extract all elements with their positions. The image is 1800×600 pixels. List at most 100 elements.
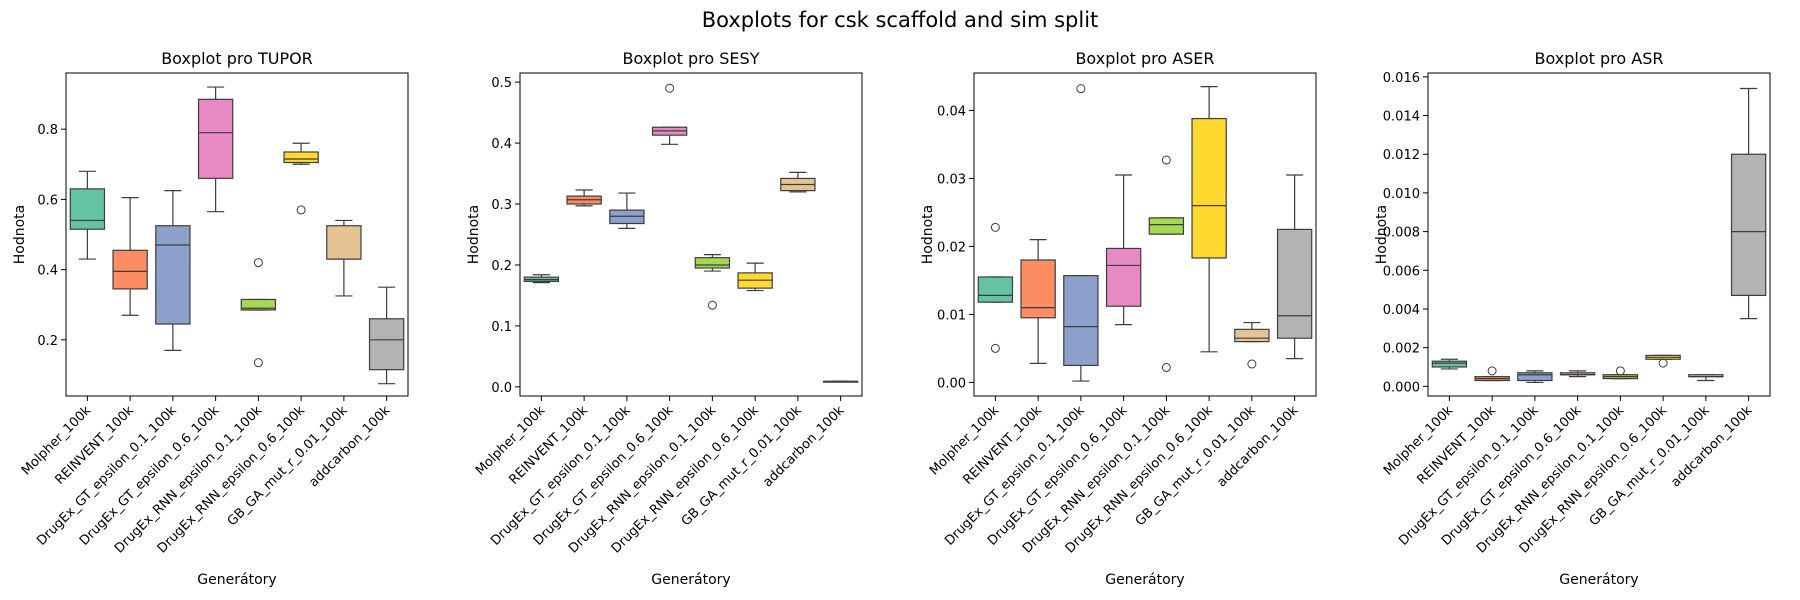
box-iqr [1276, 228, 1313, 339]
box-iqr [1105, 247, 1142, 307]
y-tick-label: 0.4 [37, 264, 58, 279]
box-DrugEx_GT_epsilon_0.6_100k [651, 83, 688, 145]
panel-title: Boxplot pro ASR [1535, 49, 1664, 68]
y-tick-label: 0.1 [491, 320, 512, 335]
x-tick-label: REINVENT_100k [961, 403, 1046, 488]
panel-title: Boxplot pro SESY [623, 49, 760, 68]
y-tick-label: 0.01 [937, 308, 966, 323]
y-tick-label: 0.006 [1383, 264, 1420, 279]
panel-4: Boxplot pro ASR Hodnota Generátory 0.000 0.0… [1374, 49, 1771, 588]
box-GB_GA_mut_r_0.01_100k [1234, 321, 1270, 369]
panel-title: Boxplot pro ASER [1075, 49, 1214, 68]
box-iqr [1191, 117, 1227, 259]
box-GB_GA_mut_r_0.01_100k [326, 219, 362, 297]
x-tick-label: addcarbon_100k [306, 403, 393, 490]
x-axis-label: Generátory [197, 572, 276, 588]
y-tick-label: 0.04 [937, 104, 966, 119]
box-iqr [112, 249, 148, 290]
box-DrugEx_GT_epsilon_0.6_100k [197, 86, 234, 213]
outlier-point [707, 300, 717, 310]
box-addcarbon_100k [368, 286, 405, 385]
box-addcarbon_100k [822, 380, 859, 383]
box-addcarbon_100k [1276, 174, 1313, 360]
outlier-point [1487, 366, 1497, 376]
box-DrugEx_GT_epsilon_0.6_100k [1559, 370, 1596, 378]
y-tick-label: 0.004 [1383, 303, 1420, 318]
y-tick-label: 0.5 [491, 76, 512, 91]
y-tick-label: 0.008 [1383, 226, 1420, 241]
plot-frame [973, 72, 1317, 397]
box-GB_GA_mut_r_0.01_100k [780, 171, 816, 193]
x-axis-label: Generátory [1559, 572, 1638, 588]
box-iqr [1063, 275, 1099, 367]
y-tick-label: 0.012 [1383, 148, 1420, 163]
y-tick-label: 0.2 [491, 259, 512, 274]
plot-frame [65, 72, 409, 397]
x-axis-label: Generátory [651, 572, 730, 588]
box-iqr [1148, 217, 1185, 235]
y-axis-label: Hodnota [1374, 205, 1390, 265]
box-DrugEx_GT_epsilon_0.1_100k [1517, 370, 1553, 384]
box-iqr [197, 98, 234, 179]
outlier-point [296, 205, 306, 215]
y-tick-label: 0.6 [37, 193, 58, 208]
figure-title: Boxplots for csk scaffold and sim split [701, 8, 1099, 32]
x-axis-label: Generátory [1105, 572, 1184, 588]
box-iqr [1517, 372, 1553, 382]
box-iqr [1234, 328, 1270, 343]
y-tick-label: 0.00 [937, 376, 966, 391]
plot-frame [519, 72, 863, 397]
box-iqr [1730, 153, 1767, 297]
y-tick-label: 0.4 [491, 137, 512, 152]
outlier-point [1658, 358, 1668, 368]
box-Molpher_100k [977, 222, 1014, 353]
outlier-point [253, 258, 263, 268]
x-tick-label: REINVENT_100k [1415, 403, 1500, 488]
x-tick-label: addcarbon_100k [760, 403, 847, 490]
outlier-point [665, 83, 675, 93]
box-DrugEx_RNN_epsilon_0.1_100k [694, 254, 731, 310]
box-iqr [694, 257, 731, 269]
box-iqr [609, 209, 645, 225]
y-tick-label: 0.002 [1383, 342, 1420, 357]
outlier-point [253, 358, 263, 368]
box-DrugEx_RNN_epsilon_0.6_100k [737, 262, 773, 292]
y-tick-label: 0.0 [491, 381, 512, 396]
box-GB_GA_mut_r_0.01_100k [1688, 374, 1724, 382]
box-REINVENT_100k [566, 189, 602, 207]
box-DrugEx_RNN_epsilon_0.1_100k [240, 258, 277, 368]
y-tick-label: 0.016 [1383, 71, 1420, 86]
y-tick-label: 0.8 [37, 123, 58, 138]
box-addcarbon_100k [1730, 87, 1767, 320]
y-axis-label: Hodnota [920, 205, 936, 265]
x-tick-label: REINVENT_100k [507, 403, 592, 488]
y-tick-label: 0.000 [1383, 380, 1420, 395]
box-REINVENT_100k [1020, 239, 1056, 364]
box-DrugEx_RNN_epsilon_0.6_100k [1191, 85, 1227, 353]
y-tick-label: 0.3 [491, 198, 512, 213]
y-tick-label: 0.2 [37, 334, 58, 349]
y-tick-label: 0.014 [1383, 110, 1420, 125]
outlier-point [1247, 359, 1257, 369]
box-iqr [1431, 360, 1468, 368]
box-iqr [368, 318, 405, 371]
y-axis-label: Hodnota [12, 205, 28, 265]
outlier-point [1161, 155, 1171, 165]
y-tick-label: 0.02 [937, 240, 966, 255]
box-iqr [69, 188, 106, 230]
outlier-point [990, 343, 1000, 353]
outlier-point [1161, 362, 1171, 372]
box-DrugEx_GT_epsilon_0.1_100k [1063, 84, 1099, 382]
x-tick-label: addcarbon_100k [1214, 403, 1301, 490]
panel-1: Boxplot pro TUPOR Hodnota Generátory 0.2 0.4… [12, 49, 409, 588]
panel-2: Boxplot pro SESY Hodnota Generátory 0.0 0.1 0… [466, 49, 863, 588]
box-DrugEx_GT_epsilon_0.1_100k [609, 192, 645, 230]
x-tick-label: REINVENT_100k [53, 403, 138, 488]
box-Molpher_100k [523, 274, 560, 284]
box-DrugEx_RNN_epsilon_0.1_100k [1148, 155, 1185, 372]
outlier-point [990, 222, 1000, 232]
box-iqr [240, 298, 277, 311]
box-iqr [977, 276, 1014, 303]
